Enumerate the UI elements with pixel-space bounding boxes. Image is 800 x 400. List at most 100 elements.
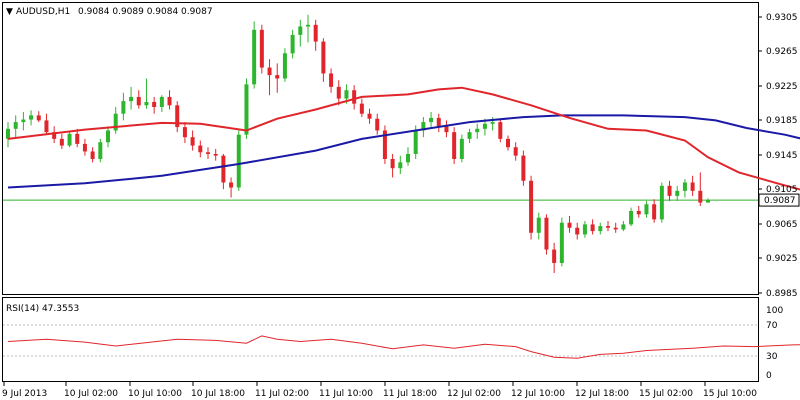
candle — [98, 138, 103, 163]
rsi-line — [7, 335, 800, 359]
header-arrow[interactable]: ▼ — [6, 7, 13, 17]
candle — [144, 78, 149, 109]
candle-body-bear — [90, 151, 95, 159]
candle-body-bull — [98, 142, 103, 159]
candle-body-bull — [559, 222, 564, 263]
candle-body-bear — [436, 117, 441, 127]
candle-body-bull — [706, 200, 710, 203]
candle-body-bear — [206, 152, 210, 154]
candle — [129, 86, 134, 110]
candle-body-bear — [321, 41, 326, 74]
candle-body-bear — [313, 24, 318, 42]
candle — [221, 153, 226, 190]
candle-body-bear — [698, 190, 703, 203]
price-tick: 0.8985 — [766, 289, 798, 299]
candle — [475, 123, 480, 139]
candle-body-bear — [259, 29, 264, 68]
candle-body-bull — [490, 122, 495, 124]
candle — [113, 106, 118, 134]
candle-body-bear — [152, 101, 157, 107]
candle — [659, 182, 664, 223]
candle — [259, 24, 264, 74]
candle — [506, 135, 510, 151]
candlestick-series — [6, 14, 710, 274]
candle — [306, 14, 310, 43]
candle-body-bull — [252, 29, 257, 85]
time-label: 11 Jul 10:00 — [319, 389, 373, 399]
candle — [559, 217, 564, 267]
candle-body-bear — [167, 96, 172, 106]
symbol-label: AUDUSD,H1 — [16, 7, 70, 17]
candle — [290, 29, 295, 59]
candle-body-bull — [106, 130, 110, 143]
candle — [567, 216, 572, 233]
candle-body-bull — [29, 115, 34, 120]
candle-body-bear — [390, 158, 395, 169]
time-label: 15 Jul 10:00 — [703, 389, 757, 399]
candle — [444, 120, 449, 138]
candle — [621, 221, 626, 232]
candle-body-bear — [690, 182, 695, 191]
main-panel-frame — [2, 2, 759, 295]
candle — [13, 115, 18, 138]
candle — [75, 128, 80, 148]
candle-body-bull — [236, 134, 241, 188]
candle-body-bull — [675, 190, 680, 196]
candle-body-bear — [336, 86, 341, 99]
candle — [52, 126, 57, 144]
candle-body-bear — [444, 126, 449, 133]
candle-body-bear — [375, 118, 380, 131]
candle-body-bear — [329, 73, 334, 87]
candle — [521, 150, 526, 186]
candle-body-bear — [52, 132, 57, 139]
time-label: 12 Jul 10:00 — [511, 389, 565, 399]
candle — [382, 125, 387, 165]
candle-body-bull — [659, 185, 664, 220]
candle-body-bear — [44, 120, 49, 133]
candle — [359, 98, 364, 118]
time-label: 10 Jul 02:00 — [64, 389, 118, 399]
candle-body-bear — [652, 204, 657, 220]
candle — [36, 111, 41, 123]
candle-body-bear — [513, 147, 518, 156]
price-tick: 0.9185 — [766, 116, 798, 126]
candle — [636, 205, 641, 218]
candle-body-bull — [413, 130, 418, 154]
candle-body-bear — [552, 249, 557, 263]
candle — [582, 221, 587, 238]
price-tick: 0.9305 — [766, 13, 798, 23]
current-price-label: 0.9087 — [764, 196, 796, 206]
price-tick: 0.9065 — [766, 220, 798, 230]
candle — [182, 122, 187, 144]
candle — [90, 147, 95, 163]
candle — [67, 130, 72, 148]
price-tick: 0.9145 — [766, 151, 798, 161]
candle-body-bear — [529, 180, 534, 233]
candle-body-bear — [352, 90, 357, 104]
candle — [352, 85, 357, 110]
candle — [244, 78, 249, 139]
price-axis: 0.9305 0.9265 0.9225 0.9185 0.9145 0.910… — [758, 13, 798, 299]
time-label: 12 Jul 02:00 — [447, 389, 501, 399]
candle-body-bear — [521, 155, 526, 181]
candle-body-bull — [344, 90, 349, 99]
price-tick: 0.9265 — [766, 47, 798, 57]
candle — [59, 133, 64, 149]
candle-body-bull — [629, 210, 634, 225]
candle-body-bear — [590, 224, 595, 232]
candle-body-bear — [182, 127, 187, 138]
rsi-series — [7, 335, 800, 359]
candle-body-bull — [582, 224, 587, 235]
price-tick: 0.9105 — [766, 185, 798, 195]
candle — [198, 140, 203, 158]
rsi-axis: 100 70 30 0 — [766, 306, 783, 381]
candle — [6, 122, 10, 148]
candle-body-bull — [421, 122, 426, 131]
candle-body-bear — [275, 75, 280, 79]
candle — [167, 90, 172, 110]
candle — [513, 142, 518, 161]
candle — [321, 38, 326, 82]
candle-body-bear — [613, 227, 618, 230]
